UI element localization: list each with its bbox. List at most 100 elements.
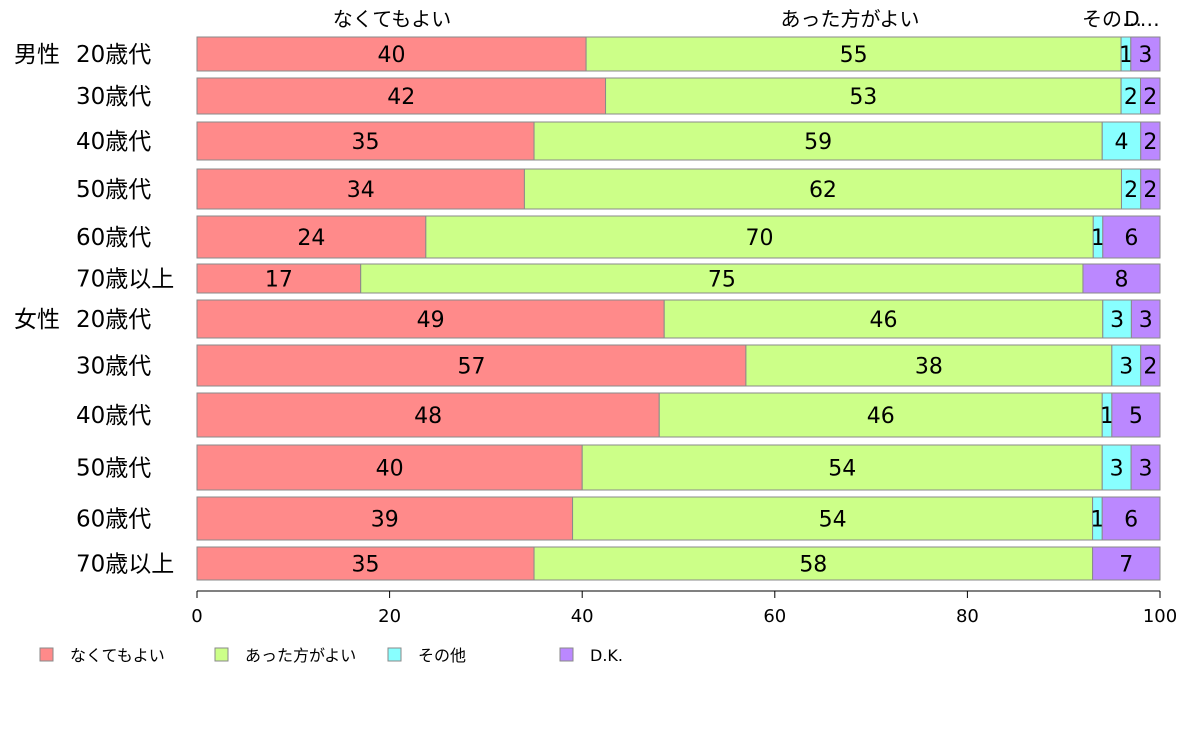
data-label: 38 xyxy=(915,355,943,380)
data-label: 3 xyxy=(1139,457,1153,482)
data-label: 40 xyxy=(376,457,404,482)
data-label: 46 xyxy=(869,308,897,333)
bar-segment xyxy=(1102,215,1161,259)
category-label: 50歳代 xyxy=(76,177,151,203)
data-label: 53 xyxy=(849,85,877,110)
data-label: 2 xyxy=(1143,355,1157,380)
data-label: 34 xyxy=(347,178,375,203)
legend-swatch xyxy=(559,647,574,662)
data-label: 6 xyxy=(1124,508,1138,533)
data-label: 3 xyxy=(1139,308,1153,333)
category-label: 50歳代 xyxy=(76,456,151,482)
bar-segment xyxy=(585,36,1122,72)
bar-segment xyxy=(196,168,525,210)
data-label: 46 xyxy=(867,404,895,429)
data-label: 48 xyxy=(414,404,442,429)
data-label: 2 xyxy=(1124,178,1138,203)
column-header: D… xyxy=(1124,7,1159,31)
bar-segment xyxy=(1130,444,1161,491)
x-tick-label: 80 xyxy=(956,606,979,627)
category-label: 70歳以上 xyxy=(76,267,174,293)
data-label: 1 xyxy=(1100,404,1114,429)
column-headers: なくてもよい あった方がよい その…D… xyxy=(333,7,1160,31)
legend-swatch xyxy=(387,647,402,662)
data-label: 17 xyxy=(265,268,293,293)
category-label: 40歳代 xyxy=(76,129,151,155)
category-label: 30歳代 xyxy=(76,354,151,380)
bar-segment xyxy=(1101,121,1142,161)
data-label: 58 xyxy=(799,553,827,578)
data-label: 3 xyxy=(1138,43,1152,68)
bar-segment xyxy=(1130,299,1161,339)
bar-segment xyxy=(663,299,1104,339)
bar-segment xyxy=(1130,36,1161,72)
x-tick-label: 60 xyxy=(763,606,786,627)
data-label: 1 xyxy=(1090,508,1104,533)
data-label: 35 xyxy=(352,553,380,578)
x-tick-label: 40 xyxy=(571,606,594,627)
bar-segment xyxy=(658,392,1103,438)
bar-segment xyxy=(196,263,362,294)
data-label: 1 xyxy=(1091,226,1105,251)
bar-segment xyxy=(196,344,747,387)
data-label: 8 xyxy=(1114,268,1128,293)
data-label: 2 xyxy=(1143,85,1157,110)
bar-segment xyxy=(1140,121,1161,161)
data-label: 35 xyxy=(352,130,380,155)
data-label: 40 xyxy=(378,43,406,68)
data-label: 3 xyxy=(1119,355,1133,380)
bar-segment xyxy=(581,444,1103,491)
data-label: 70 xyxy=(746,226,774,251)
category-label: 20歳代 xyxy=(76,307,151,333)
category-label: 40歳代 xyxy=(76,403,151,429)
bar-segment xyxy=(533,546,1094,581)
data-label: 5 xyxy=(1129,404,1143,429)
data-label: 2 xyxy=(1124,85,1138,110)
group-label: 女性 xyxy=(14,307,60,333)
bar-segment xyxy=(1140,168,1161,210)
x-tick-label: 100 xyxy=(1143,606,1177,627)
bar-segment xyxy=(196,546,535,581)
data-label: 55 xyxy=(840,43,868,68)
data-label: 49 xyxy=(417,308,445,333)
category-labels: 20歳代 30歳代 40歳代 50歳代 60歳代 70歳以上 20歳代 30歳代 40歳代 50歳… xyxy=(14,42,174,578)
category-label: 60歳代 xyxy=(76,507,151,533)
data-label: 2 xyxy=(1143,130,1157,155)
data-label: 75 xyxy=(708,268,736,293)
column-header: なくてもよい xyxy=(333,7,451,31)
data-label: 57 xyxy=(457,355,485,380)
bar-segment xyxy=(425,215,1094,259)
x-tick-label: 0 xyxy=(191,606,202,627)
bar-segment xyxy=(572,496,1094,541)
data-label: 59 xyxy=(804,130,832,155)
category-label: 60歳代 xyxy=(76,225,151,251)
data-label: 62 xyxy=(809,178,837,203)
bar-segment xyxy=(196,121,535,161)
bar-segment xyxy=(1140,344,1161,387)
legend-label: その他 xyxy=(418,646,466,665)
data-label: 54 xyxy=(828,457,856,482)
bar-segment xyxy=(196,299,665,339)
category-label: 70歳以上 xyxy=(76,552,174,578)
category-label: 30歳代 xyxy=(76,84,151,110)
data-label: 39 xyxy=(371,508,399,533)
bar-segment xyxy=(533,121,1103,161)
legend: なくてもよい あった方がよい その他 D.K. xyxy=(39,646,623,665)
legend-label: あった方がよい xyxy=(245,646,356,665)
bar-segment xyxy=(1092,546,1161,581)
bar-segment xyxy=(1140,77,1161,115)
legend-label: D.K. xyxy=(590,646,623,665)
data-label: 3 xyxy=(1110,308,1124,333)
legend-label: なくてもよい xyxy=(70,646,165,665)
data-label: 1 xyxy=(1119,43,1133,68)
data-label: 2 xyxy=(1143,178,1157,203)
group-label: 男性 xyxy=(14,42,60,68)
data-label: 42 xyxy=(387,85,415,110)
x-axis: 0 20 40 60 80 100 xyxy=(191,590,1177,627)
legend-swatch xyxy=(214,647,229,662)
category-label: 20歳代 xyxy=(76,42,151,68)
bar-segment xyxy=(523,168,1122,210)
bar-segment xyxy=(1082,263,1161,294)
bar-segment xyxy=(196,36,587,72)
